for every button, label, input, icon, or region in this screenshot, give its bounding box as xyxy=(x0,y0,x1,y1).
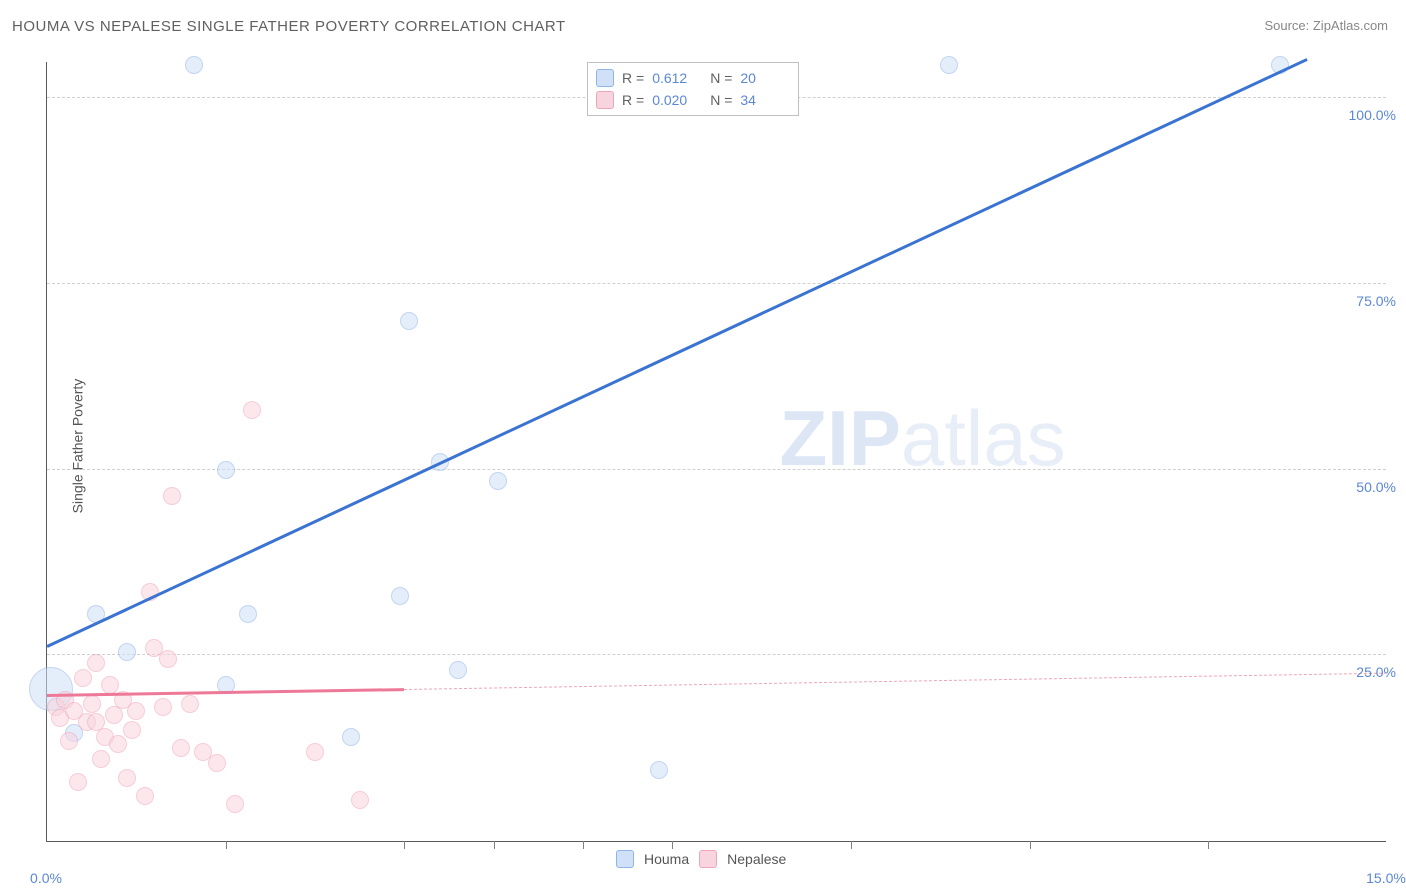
n-value: 34 xyxy=(740,92,790,108)
data-point xyxy=(217,461,235,479)
legend-series: Houma Nepalese xyxy=(616,850,786,868)
x-tick-label: 15.0% xyxy=(1366,870,1406,886)
data-point xyxy=(239,605,257,623)
data-point xyxy=(449,661,467,679)
data-point xyxy=(172,739,190,757)
x-tick xyxy=(583,841,584,849)
y-tick-label: 100.0% xyxy=(1349,107,1396,123)
plot-area: ZIPatlas R = 0.612 N = 20 R = 0.020 N = 34 xyxy=(46,62,1386,842)
x-tick xyxy=(404,841,405,849)
r-label: R = xyxy=(622,92,644,108)
data-point xyxy=(101,676,119,694)
r-value: 0.020 xyxy=(652,92,702,108)
legend-label: Houma xyxy=(644,851,689,867)
data-point xyxy=(118,769,136,787)
y-tick-label: 50.0% xyxy=(1356,479,1396,495)
legend-swatch xyxy=(596,91,614,109)
data-point xyxy=(342,728,360,746)
data-point xyxy=(185,56,203,74)
gridline xyxy=(47,283,1386,284)
data-point xyxy=(60,732,78,750)
data-point xyxy=(74,669,92,687)
data-point xyxy=(123,721,141,739)
data-point xyxy=(136,787,154,805)
x-tick xyxy=(851,841,852,849)
data-point xyxy=(92,750,110,768)
y-tick-label: 25.0% xyxy=(1356,664,1396,680)
n-value: 20 xyxy=(740,70,790,86)
data-point xyxy=(127,702,145,720)
data-point xyxy=(243,401,261,419)
legend-swatch xyxy=(699,850,717,868)
data-point xyxy=(83,695,101,713)
n-label: N = xyxy=(710,92,732,108)
x-tick-label: 0.0% xyxy=(30,870,62,886)
gridline xyxy=(47,654,1386,655)
gridline xyxy=(47,469,1386,470)
data-point xyxy=(940,56,958,74)
n-label: N = xyxy=(710,70,732,86)
r-label: R = xyxy=(622,70,644,86)
chart-title: HOUMA VS NEPALESE SINGLE FATHER POVERTY … xyxy=(12,18,566,35)
data-point xyxy=(159,650,177,668)
data-point xyxy=(208,754,226,772)
legend-swatch xyxy=(616,850,634,868)
legend-correlation: R = 0.612 N = 20 R = 0.020 N = 34 xyxy=(587,62,799,116)
data-point xyxy=(400,312,418,330)
x-tick xyxy=(494,841,495,849)
data-point xyxy=(391,587,409,605)
trend-line xyxy=(46,59,1307,648)
trend-line-dashed xyxy=(404,673,1387,690)
legend-row: R = 0.020 N = 34 xyxy=(596,89,790,111)
data-point xyxy=(351,791,369,809)
data-point xyxy=(163,487,181,505)
y-tick-label: 75.0% xyxy=(1356,293,1396,309)
x-tick xyxy=(1208,841,1209,849)
legend-row: R = 0.612 N = 20 xyxy=(596,67,790,89)
x-tick xyxy=(226,841,227,849)
x-tick xyxy=(672,841,673,849)
data-point xyxy=(489,472,507,490)
data-point xyxy=(650,761,668,779)
data-point xyxy=(306,743,324,761)
source-label: Source: ZipAtlas.com xyxy=(1264,18,1388,33)
x-tick xyxy=(1030,841,1031,849)
data-point xyxy=(109,735,127,753)
data-point xyxy=(69,773,87,791)
data-point xyxy=(154,698,172,716)
data-point xyxy=(118,643,136,661)
watermark: ZIPatlas xyxy=(780,393,1066,484)
data-point xyxy=(87,654,105,672)
r-value: 0.612 xyxy=(652,70,702,86)
legend-label: Nepalese xyxy=(727,851,786,867)
data-point xyxy=(181,695,199,713)
legend-swatch xyxy=(596,69,614,87)
data-point xyxy=(226,795,244,813)
